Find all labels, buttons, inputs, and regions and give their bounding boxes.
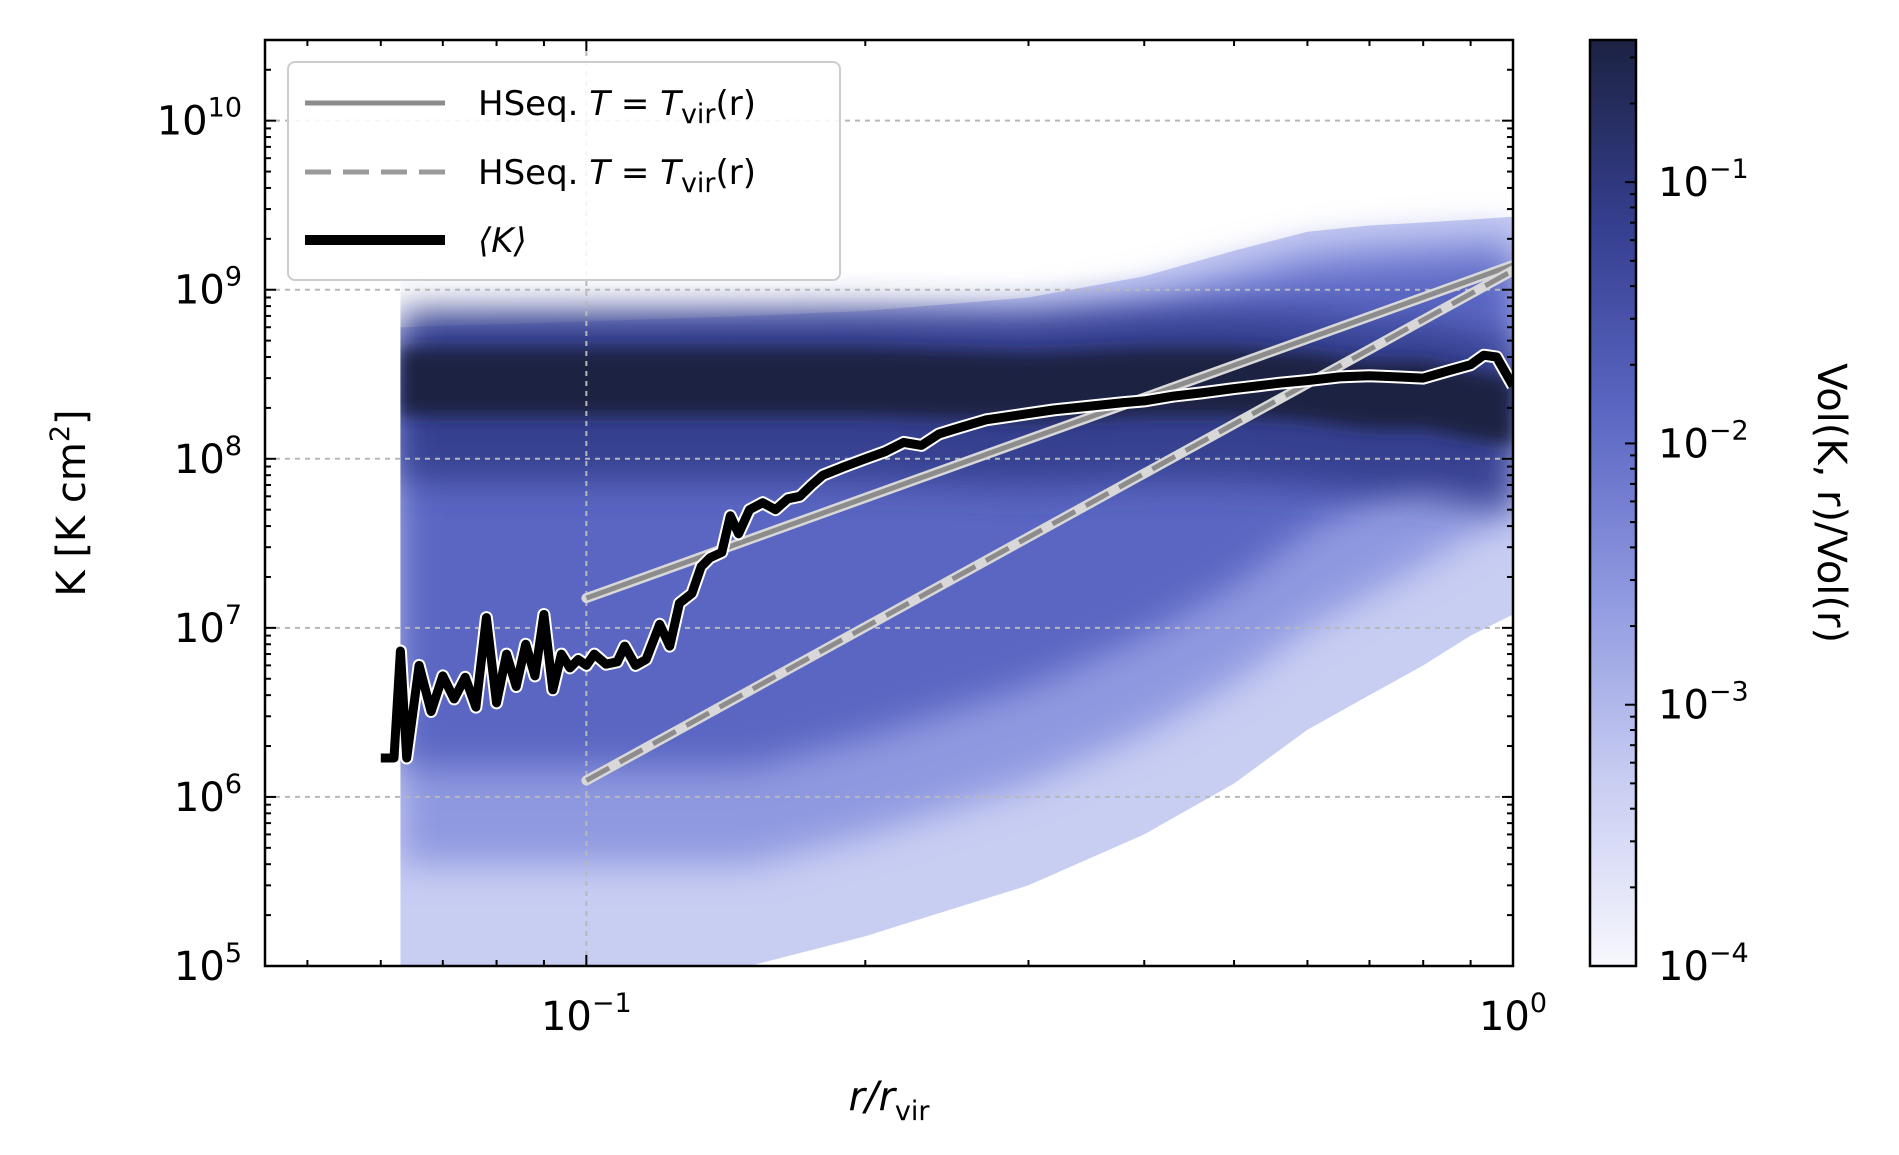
colorbar-tick-label: 10−1 bbox=[1658, 154, 1749, 206]
colorbar-label: Vol(K, r)/Vol(r) bbox=[1808, 363, 1854, 643]
colorbar-frame bbox=[1588, 38, 1638, 968]
plot-area: 10−1 100 105 106 107 108 109 1010 bbox=[157, 38, 1547, 1040]
legend-label-hseq-dashed: HSeq. T = Tvir(r) bbox=[478, 153, 756, 199]
y-tick-label: 108 bbox=[174, 431, 242, 483]
y-tick-label: 105 bbox=[174, 938, 242, 990]
x-tick-label: 10−1 bbox=[541, 988, 632, 1040]
legend: HSeq. T = Tvir(r) HSeq. T = Tvir(r) ⟨K⟩ bbox=[287, 61, 841, 281]
legend-label-mean-k: ⟨K⟩ bbox=[478, 221, 527, 261]
y-axis: 105 106 107 108 109 1010 bbox=[157, 39, 1513, 990]
y-tick-label: 1010 bbox=[157, 93, 242, 145]
colorbar-tick-label: 10−2 bbox=[1658, 415, 1749, 467]
grid-lines bbox=[265, 40, 1513, 966]
y-tick-label: 109 bbox=[174, 262, 242, 314]
series-lines bbox=[380, 260, 1513, 786]
x-axis-label: r/rvir bbox=[849, 1074, 931, 1127]
colorbar-tick-label: 10−4 bbox=[1658, 938, 1749, 990]
colorbar: 10−4 10−3 10−2 10−1 Vol(K, r)/Vol(r) bbox=[1588, 38, 1854, 990]
mean-k-line bbox=[380, 350, 1513, 763]
y-axis-label: K [K cm2] bbox=[45, 409, 95, 596]
y-tick-label: 107 bbox=[174, 600, 242, 652]
x-axis: 10−1 100 bbox=[306, 40, 1547, 1040]
colorbar-gradient bbox=[1590, 40, 1636, 966]
hseq-dashed-line bbox=[585, 268, 1513, 783]
density-band-peak bbox=[400, 348, 1513, 446]
legend-label-hseq-solid: HSeq. T = Tvir(r) bbox=[478, 84, 756, 130]
x-tick-label: 100 bbox=[1479, 988, 1547, 1040]
hseq-solid-line bbox=[585, 262, 1513, 601]
y-tick-label: 106 bbox=[174, 769, 242, 821]
colorbar-ticks: 10−4 10−3 10−2 10−1 bbox=[1625, 56, 1749, 990]
plot-frame bbox=[263, 38, 1515, 968]
colorbar-tick-label: 10−3 bbox=[1658, 677, 1749, 729]
legend-box bbox=[287, 61, 841, 281]
